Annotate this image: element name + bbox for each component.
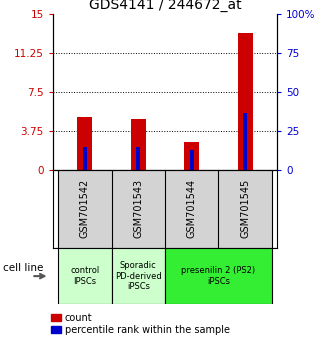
Title: GDS4141 / 244672_at: GDS4141 / 244672_at: [89, 0, 241, 12]
Text: GSM701542: GSM701542: [80, 179, 90, 239]
Bar: [136, 147, 141, 170]
Text: GSM701543: GSM701543: [133, 179, 143, 239]
Text: cell line: cell line: [3, 263, 44, 273]
Text: GSM701544: GSM701544: [187, 179, 197, 239]
Bar: [165, 248, 272, 304]
Text: presenilin 2 (PS2)
iPSCs: presenilin 2 (PS2) iPSCs: [182, 267, 255, 286]
Bar: [165, 170, 218, 248]
Bar: [218, 170, 272, 248]
Bar: [58, 170, 112, 248]
Bar: [112, 170, 165, 248]
Text: Sporadic
PD-derived
iPSCs: Sporadic PD-derived iPSCs: [115, 261, 162, 291]
Bar: [184, 142, 199, 170]
Bar: [83, 147, 87, 170]
Text: GSM701545: GSM701545: [240, 179, 250, 239]
Bar: [238, 33, 253, 170]
Bar: [243, 113, 247, 170]
Bar: [77, 117, 92, 170]
Bar: [58, 248, 112, 304]
Bar: [112, 248, 165, 304]
Legend: count, percentile rank within the sample: count, percentile rank within the sample: [51, 313, 230, 335]
Bar: [131, 119, 146, 170]
Bar: [189, 150, 194, 170]
Text: control
IPSCs: control IPSCs: [70, 267, 99, 286]
